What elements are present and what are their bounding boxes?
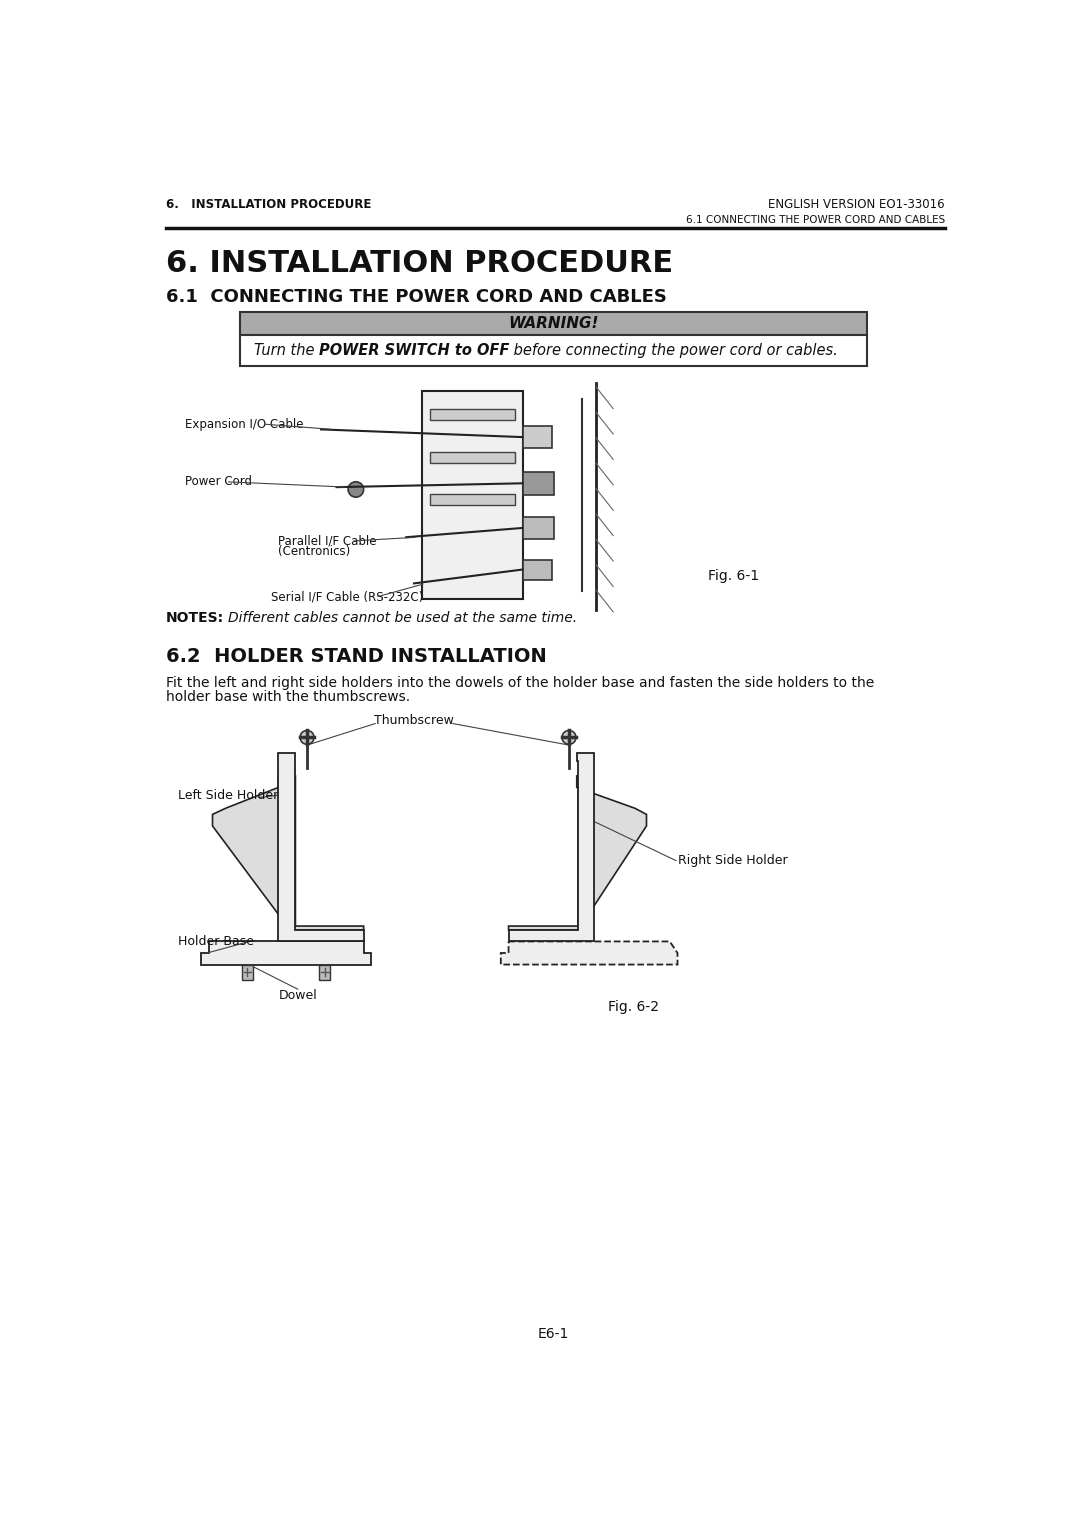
Bar [523,427,552,448]
Text: Parallel I/F Cable: Parallel I/F Cable [279,535,377,547]
Text: Expansion I/O Cable: Expansion I/O Cable [186,418,303,430]
Text: 6.2  HOLDER STAND INSTALLATION: 6.2 HOLDER STAND INSTALLATION [166,647,546,666]
Polygon shape [201,941,372,964]
Polygon shape [509,776,647,930]
Bar [430,451,515,462]
Text: 6.1  CONNECTING THE POWER CORD AND CABLES: 6.1 CONNECTING THE POWER CORD AND CABLES [166,288,666,307]
Polygon shape [279,753,364,941]
Bar [242,964,253,981]
Text: 6. INSTALLATION PROCEDURE: 6. INSTALLATION PROCEDURE [166,250,673,279]
Text: holder base with the thumbscrews.: holder base with the thumbscrews. [166,691,410,705]
Text: Turn the: Turn the [254,343,319,358]
Text: Dowel: Dowel [279,988,318,1002]
Text: before connecting the power cord or cables.: before connecting the power cord or cabl… [509,343,838,358]
Text: Power Cord: Power Cord [186,476,253,488]
Text: 6.   INSTALLATION PROCEDURE: 6. INSTALLATION PROCEDURE [166,198,372,210]
Text: POWER SWITCH to OFF: POWER SWITCH to OFF [319,343,509,358]
Circle shape [348,482,364,497]
Text: (Centronics): (Centronics) [279,546,351,558]
Text: Fig. 6-1: Fig. 6-1 [708,569,759,583]
Text: ENGLISH VERSION EO1-33016: ENGLISH VERSION EO1-33016 [768,198,945,210]
Text: Thumbscrew: Thumbscrew [374,714,454,727]
Text: E6-1: E6-1 [538,1327,569,1340]
Text: Fig. 6-2: Fig. 6-2 [608,1000,659,1014]
Bar [430,494,515,505]
Text: Different cables cannot be used at the same time.: Different cables cannot be used at the s… [228,612,577,625]
Text: WARNING!: WARNING! [509,316,598,331]
Text: Right Side Holder: Right Side Holder [677,854,787,868]
Text: Left Side Holder: Left Side Holder [177,788,278,802]
Bar [240,336,867,366]
Polygon shape [509,753,594,941]
Circle shape [562,730,576,744]
Bar [320,964,330,981]
Text: NOTES:: NOTES: [166,612,225,625]
Bar [240,313,867,336]
Text: Holder Base: Holder Base [177,935,254,949]
Bar [430,409,515,421]
Bar [422,390,523,599]
Bar [523,471,554,494]
Bar [523,517,554,538]
Polygon shape [501,941,677,964]
Text: 6.1 CONNECTING THE POWER CORD AND CABLES: 6.1 CONNECTING THE POWER CORD AND CABLES [686,215,945,226]
Circle shape [300,730,314,744]
Text: Fit the left and right side holders into the dowels of the holder base and faste: Fit the left and right side holders into… [166,677,874,691]
Polygon shape [213,776,364,930]
Text: Serial I/F Cable (RS-232C): Serial I/F Cable (RS-232C) [271,590,423,604]
Bar [523,560,552,580]
